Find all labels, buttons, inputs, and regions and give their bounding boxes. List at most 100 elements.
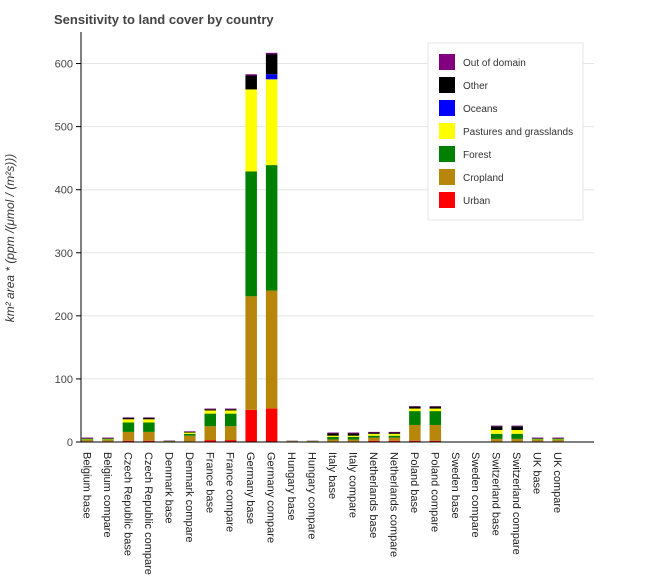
- legend-label: Cropland: [463, 173, 504, 184]
- bar-segment: [429, 408, 442, 412]
- bar-segment: [429, 406, 442, 409]
- legend: Out of domain Other Oceans Pastures and gra…: [427, 42, 584, 221]
- legend-swatch: [439, 192, 455, 208]
- legend-swatch: [439, 146, 455, 162]
- bar-segment: [429, 411, 442, 425]
- x-category-label: UK base: [531, 452, 543, 494]
- bar-segment: [327, 436, 339, 440]
- bar-segment: [490, 425, 503, 427]
- bar-segment: [102, 440, 114, 442]
- legend-label: Other: [463, 81, 489, 92]
- bar-segment: [224, 409, 237, 411]
- y-axis-label: km² area * (ppm /(μmol / (m²s))): [3, 154, 17, 323]
- chart-title: Sensitivity to land cover by country: [54, 12, 274, 27]
- x-category-label: France base: [203, 452, 215, 513]
- bar-segment: [245, 409, 257, 442]
- y-tick-label: 100: [55, 374, 73, 386]
- bar-segment: [265, 290, 278, 409]
- x-category-label: Switzerland base: [490, 452, 502, 536]
- bar-segment: [184, 431, 196, 433]
- bar-segment: [143, 431, 155, 441]
- bar-segment: [265, 52, 278, 55]
- bar-segment: [122, 440, 135, 442]
- x-category-label: Belgium base: [81, 452, 93, 519]
- bar-segment: [429, 406, 442, 407]
- bar-segment: [224, 440, 237, 442]
- y-tick-label: 500: [55, 122, 73, 134]
- bar-segment: [224, 408, 237, 410]
- bar-segment: [204, 440, 217, 442]
- bar-segment: [409, 411, 421, 425]
- bar-segment: [143, 418, 155, 420]
- y-tick-label: 300: [55, 248, 73, 260]
- bar-segment: [204, 409, 217, 411]
- x-category-labels: Belgium base Belgium compare Czech Republi…: [81, 452, 564, 575]
- x-category-label: Germany compare: [265, 452, 277, 543]
- legend-label: Urban: [463, 196, 490, 207]
- bar-segment: [143, 440, 155, 442]
- bar-segment: [143, 419, 155, 423]
- bar-segment: [143, 417, 155, 419]
- legend-swatch: [439, 123, 455, 139]
- bar-segment: [429, 440, 442, 442]
- bar-segment: [102, 438, 114, 440]
- bar-segment: [224, 426, 237, 441]
- x-category-label: Switzerland compare: [510, 452, 522, 555]
- bar-segment: [245, 296, 257, 410]
- bar-segment: [224, 413, 237, 427]
- bar-segment: [531, 437, 544, 439]
- bar-segment: [490, 426, 503, 431]
- legend-label: Out of domain: [463, 58, 526, 69]
- x-category-label: Netherlands base: [367, 452, 379, 538]
- x-category-label: Sweden compare: [469, 452, 481, 538]
- y-ticks: 0 100 200 300 400 500 600: [55, 59, 81, 449]
- bar-segment: [490, 438, 503, 442]
- bar-segment: [265, 408, 278, 442]
- bar-segment: [531, 440, 544, 442]
- bar-segment: [81, 440, 94, 442]
- bar-segment: [81, 438, 94, 439]
- bar-segment: [552, 439, 564, 441]
- bar-segment: [327, 433, 339, 436]
- bar-segment: [388, 440, 401, 442]
- bar-segment: [531, 438, 544, 439]
- x-category-label: Czech Republic base: [121, 452, 133, 556]
- bar-segment: [409, 406, 421, 407]
- bar-segment: [204, 426, 217, 441]
- bar-segment: [429, 424, 442, 441]
- bar-segment: [163, 441, 176, 442]
- bar-segment: [531, 438, 544, 440]
- x-category-label: Sweden base: [449, 452, 461, 519]
- bar-segment: [102, 437, 114, 439]
- x-category-label: Hungary base: [285, 452, 297, 521]
- bar-segment: [245, 75, 257, 90]
- bar-segment: [511, 433, 523, 439]
- bar-segment: [81, 437, 94, 439]
- bar-segment: [368, 432, 380, 434]
- bar-segment: [122, 417, 135, 419]
- x-category-label: Denmark base: [162, 452, 174, 524]
- bar-segment: [552, 437, 564, 439]
- bar-segment: [184, 433, 196, 436]
- bar-segment: [511, 430, 523, 434]
- legend-swatch: [439, 77, 455, 93]
- bar-segment: [122, 431, 135, 441]
- bar-segment: [368, 437, 380, 441]
- bar-segment: [204, 410, 217, 414]
- bar-segment: [245, 171, 257, 297]
- bar-segment: [388, 437, 401, 441]
- bar-segment: [102, 438, 114, 439]
- legend-label: Oceans: [463, 104, 497, 115]
- bar-segment: [490, 433, 503, 439]
- x-category-label: Poland compare: [428, 452, 440, 532]
- x-category-label: Poland base: [408, 452, 420, 513]
- bar-segment: [552, 438, 564, 439]
- bar-segment: [511, 425, 523, 427]
- bar-segment: [531, 439, 544, 441]
- bar-segment: [143, 422, 155, 432]
- bar-segment: [511, 426, 523, 431]
- bar-segment: [368, 440, 380, 442]
- bar-segment: [327, 439, 339, 442]
- bar-segment: [388, 433, 401, 436]
- y-tick-label: 600: [55, 59, 73, 71]
